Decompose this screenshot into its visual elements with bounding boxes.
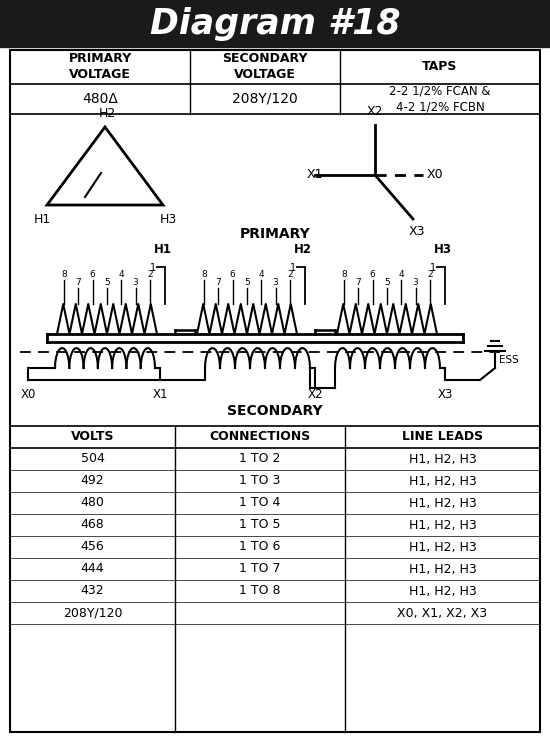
Text: 4: 4 — [258, 270, 264, 279]
Text: 5: 5 — [104, 278, 110, 287]
Text: 1 TO 5: 1 TO 5 — [239, 519, 280, 531]
Text: 7: 7 — [216, 278, 221, 287]
Text: 6: 6 — [370, 270, 376, 279]
Text: H1, H2, H3: H1, H2, H3 — [409, 562, 476, 576]
Text: 1 TO 4: 1 TO 4 — [239, 496, 280, 510]
Text: 480: 480 — [80, 496, 104, 510]
Text: 492: 492 — [81, 474, 104, 487]
Text: H1, H2, H3: H1, H2, H3 — [409, 585, 476, 597]
Text: PRIMARY: PRIMARY — [240, 227, 310, 241]
Text: 4: 4 — [118, 270, 124, 279]
Text: 2: 2 — [287, 270, 293, 279]
Text: H2: H2 — [294, 243, 312, 256]
Text: 7: 7 — [355, 278, 361, 287]
Text: X1: X1 — [152, 388, 168, 401]
Text: 3: 3 — [273, 278, 278, 287]
Text: X3: X3 — [409, 225, 425, 238]
Text: 456: 456 — [81, 540, 104, 554]
Text: 6: 6 — [230, 270, 235, 279]
Text: 5: 5 — [244, 278, 250, 287]
Text: H1, H2, H3: H1, H2, H3 — [409, 519, 476, 531]
Text: 208Y/120: 208Y/120 — [232, 92, 298, 106]
Text: 504: 504 — [80, 453, 104, 465]
Text: 8: 8 — [61, 270, 67, 279]
Text: H2: H2 — [98, 107, 116, 120]
Text: 2: 2 — [147, 270, 153, 279]
Text: X1: X1 — [307, 168, 323, 182]
Text: 1 TO 2: 1 TO 2 — [239, 453, 280, 465]
Text: 468: 468 — [81, 519, 104, 531]
Text: 444: 444 — [81, 562, 104, 576]
Text: 8: 8 — [201, 270, 207, 279]
Text: 1: 1 — [430, 263, 436, 273]
Text: 8: 8 — [341, 270, 347, 279]
Text: Diagram #18: Diagram #18 — [150, 7, 400, 41]
Text: 2-2 1/2% FCAN &
4-2 1/2% FCBN: 2-2 1/2% FCAN & 4-2 1/2% FCBN — [389, 84, 491, 114]
Text: H1, H2, H3: H1, H2, H3 — [409, 474, 476, 487]
Text: TAPS: TAPS — [422, 61, 458, 73]
Text: 1 TO 8: 1 TO 8 — [239, 585, 280, 597]
Text: H1: H1 — [34, 213, 51, 226]
Text: 5: 5 — [384, 278, 390, 287]
Text: X0, X1, X2, X3: X0, X1, X2, X3 — [398, 606, 487, 620]
Text: 480Δ: 480Δ — [82, 92, 118, 106]
Text: SECONDARY
VOLTAGE: SECONDARY VOLTAGE — [222, 53, 308, 82]
Text: LINE LEADS: LINE LEADS — [402, 430, 483, 444]
Text: PRIMARY
VOLTAGE: PRIMARY VOLTAGE — [68, 53, 131, 82]
Text: H3: H3 — [160, 213, 177, 226]
Text: 1 TO 6: 1 TO 6 — [239, 540, 280, 554]
Text: SECONDARY: SECONDARY — [227, 404, 323, 418]
Text: H1, H2, H3: H1, H2, H3 — [409, 540, 476, 554]
Text: X3: X3 — [437, 388, 453, 401]
Text: H3: H3 — [434, 243, 452, 256]
Text: H1, H2, H3: H1, H2, H3 — [409, 496, 476, 510]
Bar — [0, 0, 550, 47]
Text: 432: 432 — [81, 585, 104, 597]
Text: 2: 2 — [427, 270, 433, 279]
Text: X2: X2 — [307, 388, 323, 401]
Text: 6: 6 — [90, 270, 96, 279]
Text: 3: 3 — [133, 278, 139, 287]
Text: 1 TO 3: 1 TO 3 — [239, 474, 280, 487]
Text: 1: 1 — [150, 263, 156, 273]
Text: 3: 3 — [412, 278, 419, 287]
Text: X0: X0 — [20, 388, 36, 401]
Text: 1: 1 — [290, 263, 296, 273]
Text: H1: H1 — [154, 243, 172, 256]
Text: CONNECTIONS: CONNECTIONS — [210, 430, 311, 444]
Text: H1, H2, H3: H1, H2, H3 — [409, 453, 476, 465]
Text: X0: X0 — [427, 168, 444, 180]
Text: 208Y/120: 208Y/120 — [63, 606, 122, 620]
Text: VOLTS: VOLTS — [71, 430, 114, 444]
Text: 7: 7 — [75, 278, 81, 287]
Text: ESS: ESS — [499, 355, 519, 365]
Text: 4: 4 — [398, 270, 404, 279]
Text: X2: X2 — [367, 105, 383, 118]
Text: 1 TO 7: 1 TO 7 — [239, 562, 280, 576]
